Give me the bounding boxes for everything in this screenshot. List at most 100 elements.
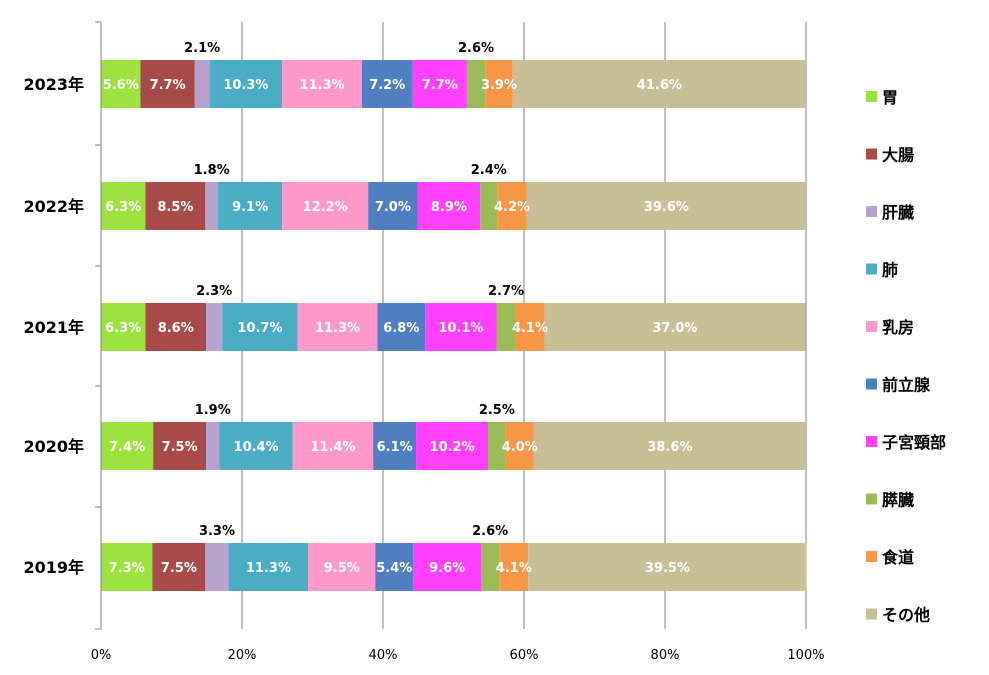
legend-swatch <box>866 378 877 390</box>
data-label: 7.4% <box>109 440 145 455</box>
data-label: 4.0% <box>502 440 538 455</box>
bar-segment <box>417 182 481 230</box>
legend-entry: 乳房 <box>882 318 914 337</box>
category-label: 2019年 <box>23 558 84 577</box>
bar-segment <box>145 303 207 351</box>
legend-swatch <box>866 608 877 620</box>
data-label: 5.6% <box>103 78 139 93</box>
axes: 0% 20% 40% 60% 80% 100% 2023年 2022年 2021年 2020年 20… <box>23 21 825 663</box>
data-label: 1.9% <box>195 403 231 418</box>
bar-segment <box>219 422 293 470</box>
bar-segment <box>282 182 369 230</box>
bar-segment <box>194 60 210 108</box>
category-label: 2021年 <box>23 318 84 337</box>
data-label: 2.4% <box>471 163 507 178</box>
data-label: 7.5% <box>161 561 197 576</box>
bar-segment <box>308 543 376 591</box>
x-tick-label: 20% <box>228 648 257 663</box>
legend-entry: 胃 <box>882 88 898 107</box>
bar-segment <box>515 303 545 351</box>
bar-segment <box>209 60 283 108</box>
legend-entry: 子宮頸部 <box>882 433 946 452</box>
bar-segment <box>218 182 283 230</box>
legend-swatch <box>866 321 877 332</box>
x-tick-label: 0% <box>91 648 112 663</box>
bar-segment <box>140 60 195 108</box>
bar-segment <box>145 182 206 230</box>
bar-segment <box>152 543 206 591</box>
data-label: 8.9% <box>431 200 467 215</box>
bar-segment <box>480 182 498 230</box>
legend-swatch <box>866 91 877 102</box>
bar-segment <box>153 422 207 470</box>
data-label: 4.2% <box>494 200 530 215</box>
data-label: 12.2% <box>303 200 348 215</box>
data-label: 7.7% <box>150 78 186 93</box>
x-tick-label: 40% <box>369 648 398 663</box>
data-label: 7.5% <box>162 440 198 455</box>
data-label: 8.5% <box>157 200 193 215</box>
x-tick-label: 100% <box>787 648 824 663</box>
data-label: 2.1% <box>184 41 220 56</box>
data-label: 37.0% <box>652 321 697 336</box>
bar-segment <box>499 543 529 591</box>
bar-segment <box>206 422 220 470</box>
data-label: 3.3% <box>199 524 235 539</box>
bar-segment <box>496 303 516 351</box>
data-label: 6.8% <box>383 321 419 336</box>
data-label: 3.9% <box>481 78 517 93</box>
data-label: 4.1% <box>512 321 548 336</box>
data-label: 41.6% <box>637 78 682 93</box>
data-label: 11.3% <box>315 321 360 336</box>
legend-swatch <box>866 148 877 160</box>
legend-swatch <box>866 493 877 505</box>
bar-segment <box>480 543 500 591</box>
data-label: 11.4% <box>310 440 355 455</box>
bar-segment <box>544 303 806 351</box>
bar-segment <box>488 422 506 470</box>
data-label: 6.1% <box>377 440 413 455</box>
data-label: 7.0% <box>375 200 411 215</box>
bar-segment <box>425 303 497 351</box>
bar-segment <box>368 182 418 230</box>
legend-entry: 食道 <box>881 548 914 567</box>
legend-swatch <box>866 206 877 217</box>
bar-segment <box>101 303 146 351</box>
x-tick-label: 80% <box>651 648 680 663</box>
data-label: 9.5% <box>324 561 360 576</box>
bars <box>101 60 807 591</box>
bar-segment <box>526 182 806 230</box>
bar-segment <box>373 422 417 470</box>
bar-segment <box>528 543 807 591</box>
legend-entry: その他 <box>882 606 930 625</box>
bar-segment <box>375 543 414 591</box>
legend-entry: 膵臓 <box>882 491 914 510</box>
data-label: 9.1% <box>232 200 268 215</box>
bar-segment <box>533 422 806 470</box>
x-tick-label: 60% <box>510 648 539 663</box>
data-label: 10.2% <box>430 440 475 455</box>
category-label: 2023年 <box>23 75 84 94</box>
data-label: 2.6% <box>458 41 494 56</box>
data-label: 39.6% <box>644 200 689 215</box>
data-label: 5.4% <box>376 561 412 576</box>
data-label: 10.4% <box>234 440 279 455</box>
data-label: 4.1% <box>496 561 532 576</box>
bar-segment <box>412 60 467 108</box>
data-label: 10.7% <box>237 321 282 336</box>
bar-segment <box>206 303 223 351</box>
legend-entry: 大腸 <box>882 146 914 165</box>
bar-segment <box>101 543 153 591</box>
data-label: 11.3% <box>246 561 291 576</box>
data-label: 10.3% <box>223 78 268 93</box>
bar-segment <box>205 182 219 230</box>
bar-segment <box>377 303 426 351</box>
data-label: 11.3% <box>299 78 344 93</box>
bar-segment <box>361 60 413 108</box>
bar-segment <box>505 422 534 470</box>
legend-entry: 前立腺 <box>882 376 931 395</box>
data-label: 1.8% <box>194 163 230 178</box>
data-label: 2.6% <box>472 524 508 539</box>
bar-segment <box>297 303 378 351</box>
